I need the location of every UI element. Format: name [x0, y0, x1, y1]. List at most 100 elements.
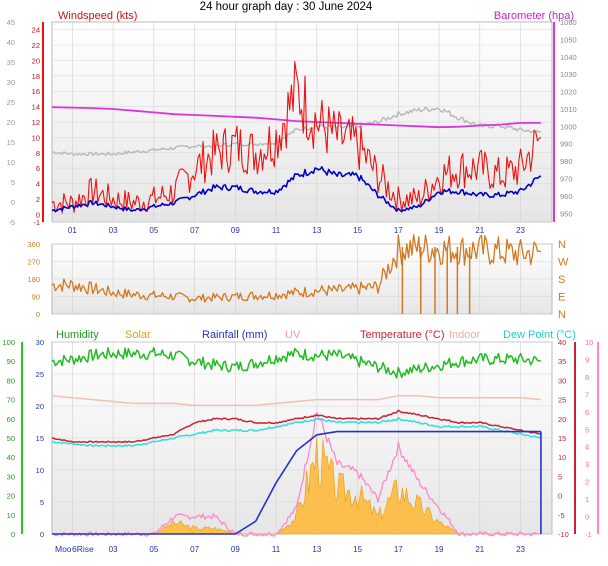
- humidity-tick: 100: [2, 338, 15, 347]
- humidity-series-line: [51, 347, 542, 379]
- x-tick-label: 23: [516, 226, 525, 235]
- uv-tick: 4: [585, 443, 589, 452]
- wind-left-tick: 30: [7, 78, 15, 87]
- x-tick-label: 15: [353, 226, 362, 235]
- temp-tick: 35: [558, 357, 566, 366]
- graph-title: 24 hour graph day : 30 June 2024: [200, 1, 373, 13]
- x-tick-label-bottom: 05: [149, 545, 158, 554]
- direction-series-line: [51, 234, 542, 303]
- wind-inner-tick: 20: [32, 56, 40, 65]
- wind-inner-tick: 14: [32, 103, 40, 112]
- direction-tick: 360: [27, 240, 40, 249]
- uv-tick: 0: [585, 513, 589, 522]
- x-tick-label: 03: [109, 226, 118, 235]
- barometer-series-line: [51, 106, 541, 129]
- temp-tick: 15: [558, 434, 566, 443]
- wind-inner-tick: 0: [36, 210, 40, 219]
- x-tick-label-bottom: 13: [312, 545, 321, 554]
- wind-left-tick: 45: [7, 18, 15, 27]
- wind-left-tick: 35: [7, 58, 15, 67]
- uv-tick: 6: [585, 408, 589, 417]
- indoor-label: Indoor: [449, 329, 481, 341]
- baro-right-tick: 1000: [560, 122, 577, 131]
- wind-inner-tick: 10: [32, 133, 40, 142]
- temp-tick: -10: [558, 530, 569, 539]
- wind-left-tick: 20: [7, 118, 15, 127]
- wind-left-tick: 15: [7, 138, 15, 147]
- x-tick-label-bottom: 17: [394, 545, 403, 554]
- uv-tick: 1: [585, 495, 589, 504]
- humidity-tick: 40: [7, 453, 15, 462]
- compass-label: E: [558, 292, 565, 304]
- windavg-series-line: [51, 166, 542, 213]
- x-tick-label-bottom: 09: [231, 545, 240, 554]
- wind-inner-tick: 16: [32, 87, 40, 96]
- dewpoint-series-line: [52, 416, 542, 448]
- humidity-tick: 10: [7, 511, 15, 520]
- x-tick-label: 09: [231, 226, 240, 235]
- wind-left-tick: 0: [11, 198, 15, 207]
- x-tick-label: 13: [312, 226, 321, 235]
- direction-tick: 0: [36, 310, 40, 319]
- uv-tick: 2: [585, 478, 589, 487]
- solar-label: Solar: [125, 329, 151, 341]
- rain-tick: 10: [36, 466, 44, 475]
- wind-inner-tick: 6: [36, 164, 40, 173]
- wind-inner-tick: 12: [32, 118, 40, 127]
- humidity-tick: 70: [7, 396, 15, 405]
- uv-tick: 8: [585, 373, 589, 382]
- uv-tick: 5: [585, 425, 589, 434]
- humidity-tick: 20: [7, 492, 15, 501]
- x-tick-label: 11: [272, 226, 281, 235]
- moonrise-label: 6Rise: [72, 544, 94, 554]
- rain-tick: 25: [36, 370, 44, 379]
- wind-left-tick: -5: [8, 218, 15, 227]
- x-tick-label-bottom: 07: [190, 545, 199, 554]
- direction-tick: 270: [27, 258, 40, 267]
- baro-right-tick: 1020: [560, 88, 577, 97]
- baro-right-tick: 960: [560, 192, 573, 201]
- temperature-series-line: [51, 409, 542, 444]
- temp-tick: 20: [558, 415, 566, 424]
- direction-tick: 90: [32, 293, 40, 302]
- uv-tick: 9: [585, 355, 589, 364]
- temp-tick: 30: [558, 376, 566, 385]
- x-tick-label: 01: [68, 226, 77, 235]
- temp-tick: 25: [558, 396, 566, 405]
- wind-inner-tick: 8: [36, 149, 40, 158]
- wind-inner-tick: 24: [32, 26, 40, 35]
- baro-right-tick: 980: [560, 157, 573, 166]
- temp-tick: 40: [558, 338, 566, 347]
- baro-right-tick: 950: [560, 209, 573, 218]
- x-tick-label: 21: [475, 226, 484, 235]
- dewpoint-label: Dew Point (°C): [503, 329, 576, 341]
- baro-right-tick: 1010: [560, 105, 577, 114]
- uv-tick: 10: [585, 338, 593, 347]
- wind-inner-tick: -1: [33, 218, 40, 227]
- humidity-tick: 30: [7, 472, 15, 481]
- rain-tick: 5: [40, 498, 44, 507]
- wind-left-tick: 40: [7, 38, 15, 47]
- temp-tick: 10: [558, 453, 566, 462]
- x-tick-label-bottom: 03: [109, 545, 118, 554]
- humidity-tick: 80: [7, 376, 15, 385]
- compass-label: S: [558, 274, 565, 286]
- windspeed-label: Windspeed (kts): [58, 10, 137, 22]
- direction-tick: 180: [27, 275, 40, 284]
- x-tick-label-bottom: 11: [272, 545, 281, 554]
- uv-label: UV: [285, 329, 301, 341]
- compass-label: W: [558, 257, 569, 269]
- uv-tick: 7: [585, 390, 589, 399]
- uv-tick: 3: [585, 460, 589, 469]
- baro-right-tick: 1030: [560, 70, 577, 79]
- x-tick-label-bottom: 15: [353, 545, 362, 554]
- rain-tick: 15: [36, 434, 44, 443]
- rainfall-series-line: [52, 430, 541, 535]
- wind-inner-tick: 2: [36, 195, 40, 204]
- baro-right-tick: 1060: [560, 18, 577, 27]
- rainfall-label: Rainfall (mm): [202, 329, 267, 341]
- wind-inner-tick: 4: [36, 180, 40, 189]
- wind-left-tick: 10: [7, 158, 15, 167]
- rain-tick: 0: [40, 530, 44, 539]
